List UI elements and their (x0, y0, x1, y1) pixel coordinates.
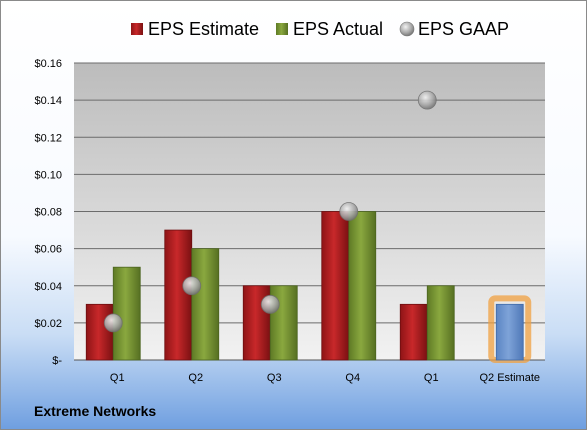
y-tick-label: $0.04 (34, 281, 62, 293)
x-tick-label: Q2 Estimate (479, 372, 540, 384)
legend-eps-estimate-label: EPS Estimate (148, 19, 259, 39)
x-tick-label: Q3 (267, 372, 282, 384)
bar-eps-estimate (321, 211, 350, 361)
y-tick-label: $0.14 (34, 95, 62, 107)
bar-eps-actual (348, 211, 377, 361)
x-tick-label: Q1 (424, 372, 439, 384)
marker-eps-gaap (182, 276, 202, 296)
legend-eps-gaap-swatch (399, 21, 415, 37)
x-tick-label: Q2 (188, 372, 203, 384)
x-tick-label: Q4 (345, 372, 360, 384)
legend-eps-estimate-swatch (131, 23, 143, 35)
company-name: Extreme Networks (34, 403, 157, 419)
x-tick-label: Q1 (110, 372, 125, 384)
bar-eps-actual (112, 266, 141, 361)
y-tick-label: $- (52, 355, 62, 367)
y-tick-label: $0.10 (34, 169, 62, 181)
legend-eps-actual-label: EPS Actual (293, 19, 383, 39)
bar-eps-actual (191, 248, 220, 361)
legend-eps-gaap-label: EPS GAAP (418, 19, 509, 39)
bar-eps-estimate (85, 303, 114, 361)
y-tick-label: $0.12 (34, 132, 62, 144)
bar-eps-estimate (164, 229, 193, 361)
legend-eps-actual-swatch (276, 23, 288, 35)
y-tick-label: $0.02 (34, 318, 62, 330)
marker-eps-gaap (103, 313, 123, 333)
bar-eps-estimate (399, 303, 428, 361)
y-tick-label: $0.16 (34, 58, 62, 70)
marker-eps-gaap (339, 202, 359, 221)
y-tick-label: $0.08 (34, 207, 62, 219)
y-tick-label: $0.06 (34, 244, 62, 256)
marker-eps-gaap (260, 294, 280, 314)
bar-eps-actual (426, 285, 455, 361)
marker-eps-gaap (417, 90, 437, 110)
bar-q2-estimate (495, 303, 524, 361)
